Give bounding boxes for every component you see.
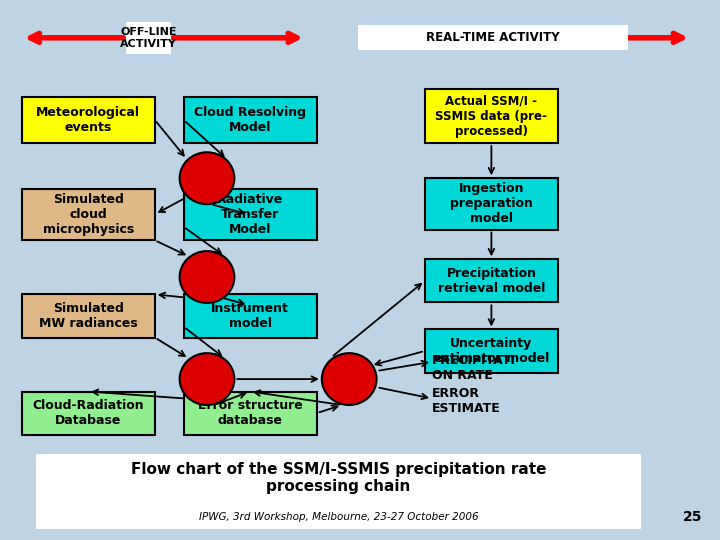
Text: Precipitation
retrieval model: Precipitation retrieval model: [438, 267, 545, 295]
Text: Error structure
database: Error structure database: [198, 399, 302, 427]
FancyBboxPatch shape: [22, 294, 155, 338]
FancyBboxPatch shape: [126, 22, 171, 54]
Ellipse shape: [180, 152, 234, 204]
FancyBboxPatch shape: [358, 25, 628, 50]
Text: 25: 25: [683, 510, 702, 524]
FancyBboxPatch shape: [425, 259, 558, 302]
Text: Ingestion
preparation
model: Ingestion preparation model: [450, 183, 533, 225]
Text: Cloud-Radiation
Database: Cloud-Radiation Database: [32, 399, 144, 427]
Text: IPWG, 3rd Workshop, Melbourne, 23-27 October 2006: IPWG, 3rd Workshop, Melbourne, 23-27 Oct…: [199, 512, 478, 522]
FancyBboxPatch shape: [184, 392, 317, 435]
Text: Simulated
cloud
microphysics: Simulated cloud microphysics: [42, 193, 134, 236]
Text: REAL-TIME ACTIVITY: REAL-TIME ACTIVITY: [426, 31, 559, 44]
FancyBboxPatch shape: [184, 294, 317, 338]
FancyBboxPatch shape: [36, 454, 641, 529]
FancyBboxPatch shape: [425, 89, 558, 143]
FancyBboxPatch shape: [425, 178, 558, 230]
FancyBboxPatch shape: [22, 392, 155, 435]
Ellipse shape: [180, 251, 234, 303]
Ellipse shape: [180, 353, 234, 405]
Text: OFF-LINE
ACTIVITY: OFF-LINE ACTIVITY: [120, 27, 176, 49]
Text: Radiative
Transfer
Model: Radiative Transfer Model: [217, 193, 284, 236]
Text: Simulated
MW radiances: Simulated MW radiances: [39, 302, 138, 330]
Text: Actual SSM/I -
SSMIS data (pre-
processed): Actual SSM/I - SSMIS data (pre- processe…: [436, 94, 547, 138]
FancyBboxPatch shape: [425, 329, 558, 373]
Text: Meteorological
events: Meteorological events: [36, 106, 140, 134]
FancyBboxPatch shape: [184, 97, 317, 143]
Ellipse shape: [322, 353, 377, 405]
Text: Instrument
model: Instrument model: [211, 302, 289, 330]
Text: Cloud Resolving
Model: Cloud Resolving Model: [194, 106, 306, 134]
FancyBboxPatch shape: [184, 189, 317, 240]
Text: PRECIPITATI
ON RATE: PRECIPITATI ON RATE: [432, 354, 516, 382]
Text: Uncertainty
estimator model: Uncertainty estimator model: [433, 337, 549, 365]
Text: ERROR
ESTIMATE: ERROR ESTIMATE: [432, 387, 500, 415]
FancyBboxPatch shape: [22, 97, 155, 143]
FancyBboxPatch shape: [22, 189, 155, 240]
Text: Flow chart of the SSM/I-SSMIS precipitation rate
processing chain: Flow chart of the SSM/I-SSMIS precipitat…: [130, 462, 546, 494]
